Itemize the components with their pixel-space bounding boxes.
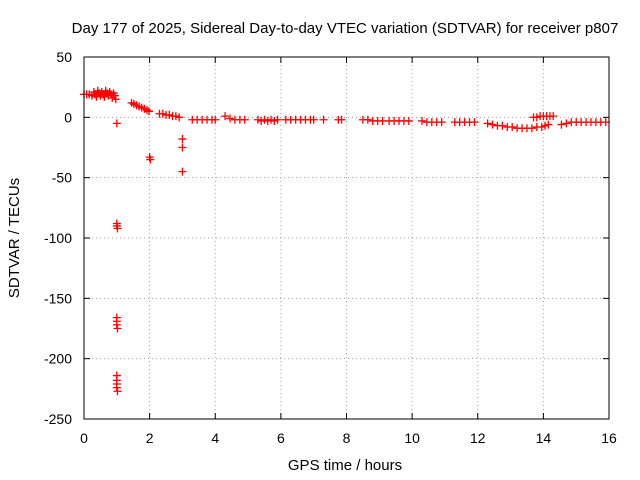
data-point	[488, 120, 497, 129]
data-point	[309, 115, 318, 124]
data-point	[363, 115, 372, 124]
x-tick-label: 12	[470, 430, 486, 446]
x-tick-label: 16	[601, 430, 617, 446]
x-axis-title: GPS time / hours	[288, 457, 402, 474]
data-point	[240, 115, 249, 124]
x-tick-label: 0	[80, 430, 88, 446]
y-tick-label: 0	[64, 109, 72, 125]
data-point	[144, 107, 153, 116]
data-point	[178, 143, 187, 152]
y-tick-label: -200	[44, 351, 72, 367]
data-point	[211, 115, 220, 124]
chart-title: Day 177 of 2025, Sidereal Day-to-day VTE…	[72, 20, 619, 37]
data-point	[110, 91, 119, 100]
data-point	[557, 120, 566, 129]
x-tick-label: 14	[536, 430, 552, 446]
data-point	[319, 115, 328, 124]
data-point	[498, 121, 507, 130]
x-tick-label: 8	[343, 430, 351, 446]
data-point	[417, 116, 426, 125]
data-point	[483, 119, 492, 128]
y-tick-labels: -250 -200 -150 -100 -50 0 50	[44, 49, 72, 427]
y-tick-label: -50	[52, 170, 72, 186]
data-point	[221, 112, 230, 121]
data-point	[113, 324, 122, 333]
data-point	[112, 119, 121, 128]
data-point	[437, 118, 446, 127]
data-point	[113, 224, 122, 233]
data-point	[273, 115, 282, 124]
x-tick-label: 6	[277, 430, 285, 446]
data-point	[112, 320, 121, 329]
y-tick-label: -100	[44, 230, 72, 246]
y-axis-title: SDTVAR / TECUs	[6, 178, 23, 298]
data-point	[337, 115, 346, 124]
data-point	[544, 120, 553, 129]
data-point	[226, 114, 235, 123]
data-point	[527, 124, 536, 133]
y-tick-label: 50	[56, 49, 72, 65]
data-point	[601, 118, 610, 127]
x-tick-label: 10	[404, 430, 420, 446]
data-point	[178, 167, 187, 176]
x-tick-labels: 0 2 4 6 8 10 12 14 16	[80, 430, 617, 446]
y-tick-label: -150	[44, 290, 72, 306]
data-point	[549, 112, 558, 121]
data-point	[146, 155, 155, 164]
data-point	[562, 119, 571, 128]
data-point	[178, 135, 187, 144]
data-point	[143, 106, 151, 115]
plot-frame	[83, 56, 610, 420]
data-point	[111, 95, 120, 104]
data-point	[113, 387, 122, 396]
data-point	[470, 118, 479, 127]
x-tick-label: 4	[211, 430, 219, 446]
data-point	[404, 116, 413, 125]
x-tick-label: 2	[146, 430, 154, 446]
data-point	[175, 113, 184, 122]
data-point	[508, 122, 517, 131]
data-points	[80, 86, 610, 396]
data-point	[112, 383, 121, 392]
y-tick-label: -250	[44, 411, 72, 427]
